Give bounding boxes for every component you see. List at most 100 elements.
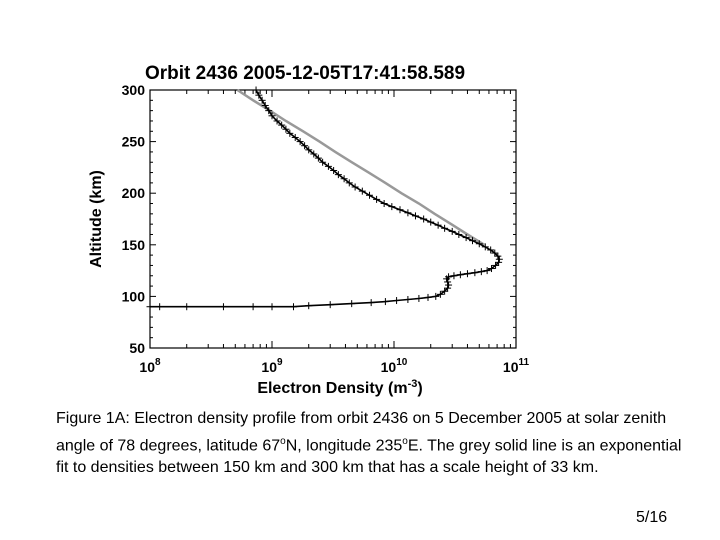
- data-point: [396, 206, 404, 214]
- data-point: [252, 86, 260, 94]
- page-number: 5/16: [636, 509, 668, 526]
- plot-frame: [149, 89, 517, 349]
- data-point: [404, 209, 412, 217]
- data-point: [455, 230, 463, 238]
- data-point: [434, 221, 442, 229]
- data-point: [393, 297, 401, 305]
- x-tick-label: 108: [139, 357, 161, 375]
- data-point: [249, 303, 257, 311]
- data-point: [326, 301, 334, 309]
- data-point: [488, 265, 496, 273]
- data-point: [305, 146, 313, 154]
- data-point: [471, 269, 479, 277]
- data-point: [334, 171, 342, 179]
- x-axis-ticks: 108 109 1010 1011: [139, 90, 530, 375]
- data-point: [495, 258, 503, 266]
- x-tick-label: 1011: [503, 357, 530, 375]
- data-point: [278, 121, 286, 129]
- data-point: [348, 300, 356, 308]
- data-point: [424, 293, 432, 301]
- data-point: [183, 303, 191, 311]
- data-point: [436, 290, 444, 298]
- data-point: [345, 179, 353, 187]
- data-point: [366, 191, 374, 199]
- figure-caption: Figure 1A: Electron density profile from…: [56, 408, 686, 480]
- y-tick-label: 300: [122, 82, 146, 98]
- data-point: [450, 272, 458, 280]
- data-point: [445, 273, 453, 281]
- data-point: [427, 218, 435, 226]
- data-point: [367, 299, 375, 307]
- data-point: [441, 224, 449, 232]
- caption-text-suffix: E. The grey solid line is an exponential…: [56, 436, 682, 477]
- fit-line-series: [236, 88, 485, 246]
- caption-degree-longitude: o: [402, 435, 408, 447]
- caption-degree-latitude: o: [280, 435, 286, 447]
- data-point: [463, 270, 471, 278]
- data-point: [469, 237, 477, 245]
- caption-text-prefix: Figure 1A: Electron density profile from…: [56, 410, 667, 454]
- data-point: [268, 303, 276, 311]
- data-point: [432, 292, 440, 300]
- data-point: [448, 227, 456, 235]
- fit-line: [236, 88, 485, 246]
- data-point: [491, 249, 499, 257]
- data-point: [481, 243, 489, 251]
- data-point: [156, 303, 164, 311]
- data-point: [381, 298, 389, 306]
- electron-density-chart: Orbit 2436 2005-12-05T17:41:58.589 50 100…: [88, 63, 530, 397]
- data-point: [289, 303, 297, 311]
- data-point: [415, 294, 423, 302]
- data-point: [305, 302, 313, 310]
- density-data-series: [146, 86, 503, 311]
- data-point: [330, 166, 338, 174]
- data-point: [310, 150, 318, 158]
- x-axis-label-exponent: -3: [408, 378, 418, 390]
- data-point: [319, 158, 327, 166]
- data-point: [273, 117, 281, 125]
- data-point: [494, 252, 502, 260]
- data-point: [477, 268, 485, 276]
- data-point: [483, 267, 491, 275]
- data-point: [296, 138, 304, 146]
- x-axis-label-close: ): [417, 380, 422, 397]
- data-point: [445, 281, 453, 289]
- data-point: [146, 303, 154, 311]
- data-point: [441, 287, 449, 295]
- x-tick-label: 1010: [381, 357, 408, 375]
- y-tick-label: 150: [122, 237, 146, 253]
- density-profile-line: [150, 89, 501, 308]
- data-point: [286, 129, 294, 137]
- data-point: [268, 112, 276, 120]
- y-tick-label: 50: [129, 340, 145, 356]
- data-point: [411, 212, 419, 220]
- data-point: [444, 278, 452, 286]
- data-point: [301, 142, 309, 150]
- y-axis-ticks: 50 100 150 200 250 300: [122, 82, 516, 356]
- y-axis-label: Altitude (km): [88, 170, 105, 268]
- data-point: [219, 303, 227, 311]
- data-point: [373, 195, 381, 203]
- data-point: [351, 183, 359, 191]
- data-point: [420, 215, 428, 223]
- data-point: [456, 271, 464, 279]
- chart-title: Orbit 2436 2005-12-05T17:41:58.589: [145, 63, 465, 84]
- y-tick-label: 200: [122, 185, 146, 201]
- data-point: [324, 162, 332, 170]
- data-point: [255, 91, 263, 99]
- data-point: [444, 284, 452, 292]
- data-point: [340, 175, 348, 183]
- data-point: [475, 240, 483, 248]
- data-point: [314, 154, 322, 162]
- data-point: [404, 295, 412, 303]
- data-point: [265, 107, 273, 115]
- data-point: [487, 246, 495, 254]
- data-point: [261, 101, 269, 109]
- data-point: [282, 125, 290, 133]
- x-axis-label-text: Electron Density (m: [257, 380, 407, 397]
- x-tick-label: 109: [261, 357, 283, 375]
- data-point: [462, 234, 470, 242]
- data-point: [258, 96, 266, 104]
- y-tick-label: 250: [122, 134, 146, 150]
- data-point: [380, 200, 388, 208]
